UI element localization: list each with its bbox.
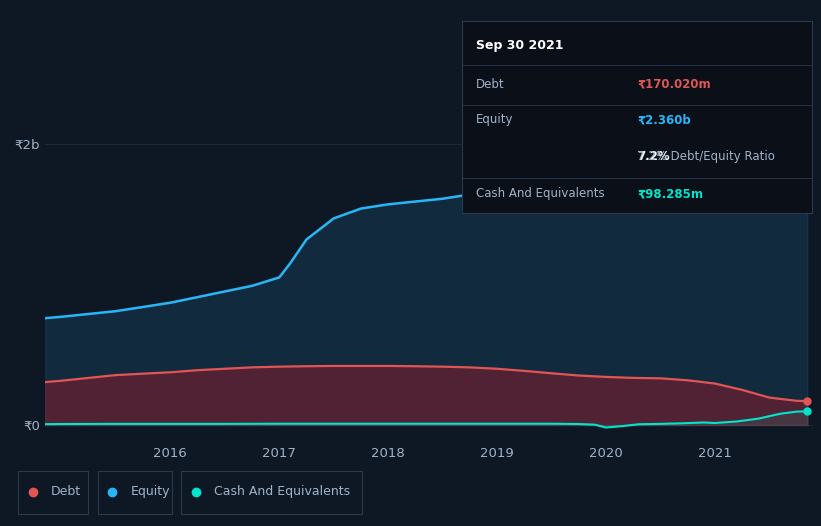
Text: Cash And Equivalents: Cash And Equivalents bbox=[214, 485, 351, 498]
Text: Debt: Debt bbox=[51, 485, 81, 498]
Text: 7.2% Debt/Equity Ratio: 7.2% Debt/Equity Ratio bbox=[637, 150, 775, 163]
FancyBboxPatch shape bbox=[98, 471, 172, 514]
Text: ₹170.020m: ₹170.020m bbox=[637, 78, 711, 91]
Text: ₹98.285m: ₹98.285m bbox=[637, 187, 703, 200]
Text: Cash And Equivalents: Cash And Equivalents bbox=[476, 187, 605, 200]
Text: Sep 30 2021: Sep 30 2021 bbox=[476, 39, 564, 53]
Text: Debt: Debt bbox=[476, 78, 505, 91]
FancyBboxPatch shape bbox=[18, 471, 88, 514]
Text: Equity: Equity bbox=[476, 114, 514, 126]
FancyBboxPatch shape bbox=[181, 471, 362, 514]
Text: ₹2.360b: ₹2.360b bbox=[637, 114, 690, 126]
Text: Equity: Equity bbox=[131, 485, 170, 498]
Text: 7.2%: 7.2% bbox=[637, 150, 670, 163]
